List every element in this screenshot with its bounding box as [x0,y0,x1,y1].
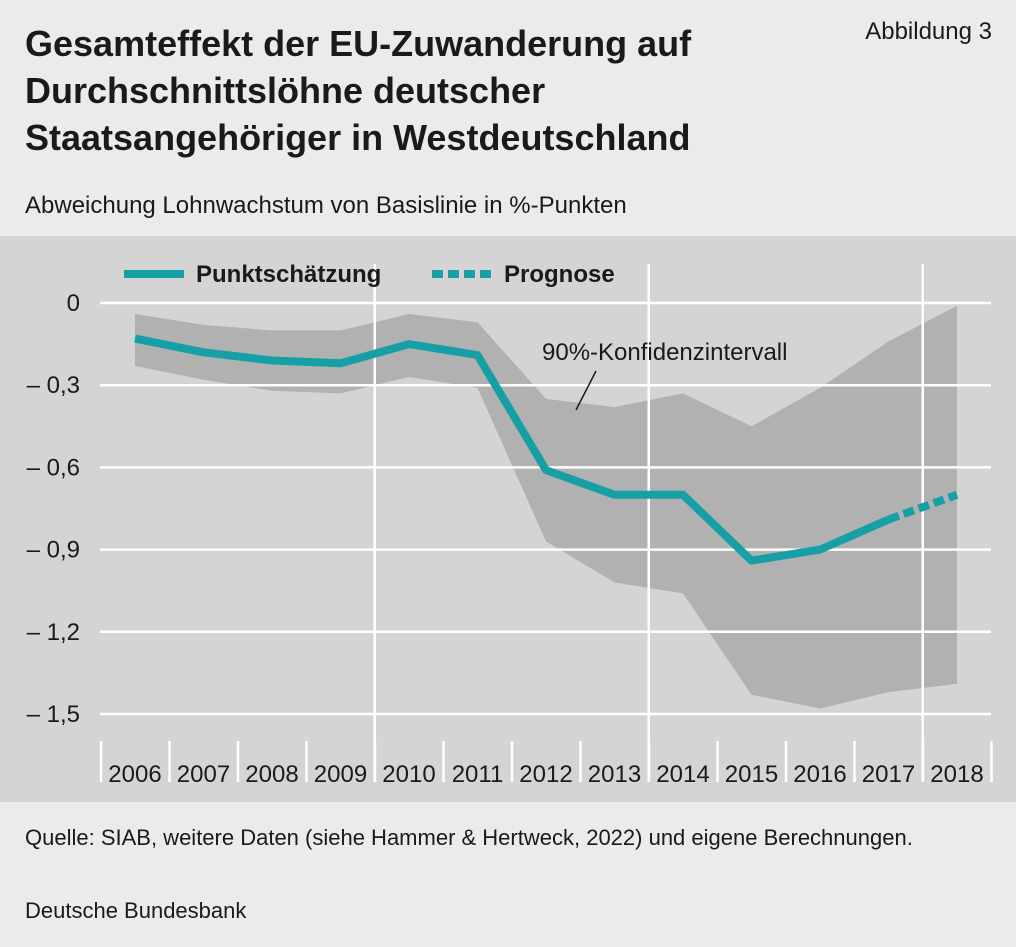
source-note: Quelle: SIAB, weitere Daten (siehe Hamme… [25,825,913,850]
confidence-band [135,305,957,709]
y-tick-label-4: – 1,2 [27,619,80,646]
y-tick-label-5: – 1,5 [27,701,80,728]
x-tick-label-2010: 2010 [382,761,435,788]
y-tick-label-3: – 0,9 [27,537,80,564]
x-tick-label-2013: 2013 [588,761,641,788]
band-annotation-leader [575,370,597,411]
legend: Punktschätzung Prognose [124,261,615,288]
y-tick-label-0: 0 [67,290,80,317]
chart-subtitle: Abweichung Lohnwachstum von Basislinie i… [25,192,627,219]
x-tick-label-2015: 2015 [725,761,778,788]
y-tick-label-1: – 0,3 [27,372,80,399]
x-tick-label-2006: 2006 [108,761,161,788]
x-tick-label-2017: 2017 [862,761,915,788]
x-tick-label-2012: 2012 [519,761,572,788]
line-chart: 2006 2007 2008 2009 2010 2011 2012 2013 2014 2015… [0,236,1016,802]
x-tick-label-2016: 2016 [793,761,846,788]
x-tick-label-2008: 2008 [245,761,298,788]
chart-title: Gesamteffekt der EU-Zuwanderung auf Durc… [25,23,692,158]
legend-label-prognose: Prognose [504,261,615,288]
series-lines [134,334,959,565]
x-tick-label-2011: 2011 [452,761,504,788]
x-tick-label-2007: 2007 [177,761,230,788]
x-tick-label-2014: 2014 [656,761,709,788]
figure-label: Abbildung 3 [865,18,992,45]
y-tick-label-2: – 0,6 [27,454,80,481]
x-tick-label-2009: 2009 [314,761,367,788]
chart-panel: 2006 2007 2008 2009 2010 2011 2012 2013 2014 2015… [0,236,1016,802]
x-axis: 2006 2007 2008 2009 2010 2011 2012 2013 2014 2015… [99,741,993,788]
legend-label-punktschaetzung: Punktschätzung [196,261,381,288]
x-tick-label-2018: 2018 [930,761,983,788]
publisher: Deutsche Bundesbank [25,898,247,923]
band-annotation: 90%-Konfidenzintervall [542,339,787,366]
y-axis: 0 – 0,3 – 0,6 – 0,9 – 1,2 – 1,5 [27,290,80,728]
series-line-1 [887,491,959,524]
series-line-0 [134,334,891,565]
